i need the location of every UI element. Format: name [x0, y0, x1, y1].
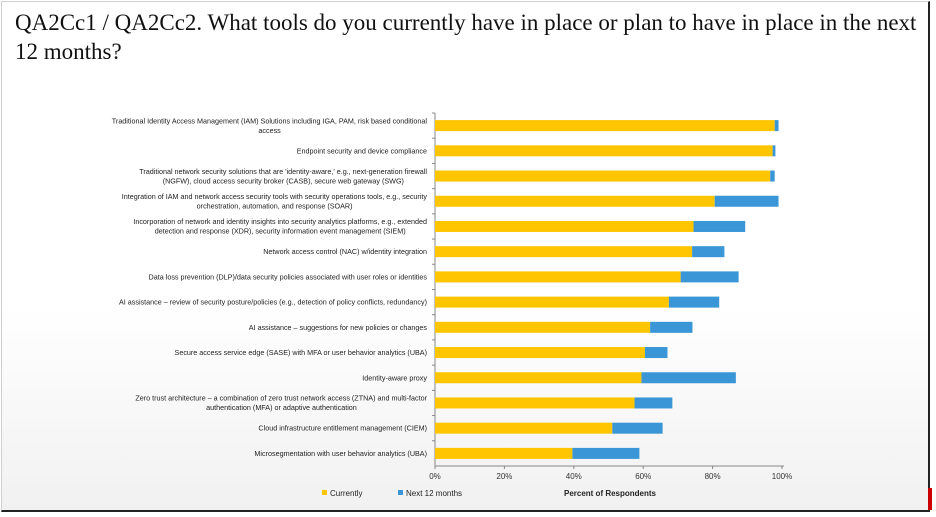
bar-currently [435, 220, 694, 232]
bar-currently [435, 145, 773, 157]
category-label: authentication (MFA) or adaptive authent… [206, 403, 357, 412]
category-label: Traditional Identity Access Management (… [112, 116, 428, 125]
bar-currently [435, 120, 775, 132]
slide-title: QA2Cc1 / QA2Cc2. What tools do you curre… [15, 10, 917, 64]
category-label: detection and response (XDR), security i… [155, 227, 406, 236]
legend-swatch [322, 490, 327, 495]
bar-next-12-months [634, 397, 673, 409]
x-tick-label: 100% [772, 472, 792, 481]
category-label: Data loss prevention (DLP)/data security… [149, 272, 428, 281]
x-tick-label: 80% [705, 472, 721, 481]
category-label: Endpoint security and device compliance [297, 146, 427, 155]
x-tick-label: 0% [429, 472, 441, 481]
category-label: orchestration, automation, and response … [197, 202, 353, 211]
bar-currently [435, 246, 693, 258]
x-tick-label: 40% [566, 472, 582, 481]
category-label: Network access control (NAC) w/identity … [263, 247, 427, 256]
category-label: (NGFW), cloud access security broker (CA… [163, 176, 404, 185]
legend-label: Next 12 months [406, 489, 462, 498]
category-label: Identity-aware proxy [362, 373, 427, 382]
x-axis-title: Percent of Respondents [564, 489, 657, 498]
category-label: AI assistance – review of security postu… [119, 298, 427, 307]
bar-next-12-months [774, 120, 779, 132]
category-label: Integration of IAM and network access se… [122, 192, 428, 201]
x-tick-label: 60% [635, 472, 651, 481]
bar-next-12-months [641, 372, 736, 384]
bar-currently [435, 422, 613, 434]
bar-currently [435, 271, 681, 283]
category-label: Microsegmentation with user behavior ana… [254, 449, 427, 458]
category-label: AI assistance – suggestions for new poli… [249, 323, 428, 332]
bar-next-12-months [770, 170, 775, 182]
bar-next-12-months [668, 296, 720, 308]
bar-currently [435, 296, 669, 308]
legend-swatch [398, 490, 403, 495]
bar-currently [435, 170, 771, 182]
bar-currently [435, 347, 645, 359]
category-label: Incorporation of network and identity in… [133, 217, 427, 226]
bar-currently [435, 447, 573, 459]
bar-currently [435, 321, 651, 333]
bar-next-12-months [693, 220, 746, 232]
red-marker [928, 488, 932, 510]
x-tick-label: 20% [496, 472, 512, 481]
category-label: access [258, 126, 281, 135]
bar-next-12-months [650, 321, 693, 333]
bar-next-12-months [612, 422, 663, 434]
legend-label: Currently [330, 489, 362, 498]
bar-currently [435, 195, 715, 207]
bar-currently [435, 397, 635, 409]
bar-next-12-months [680, 271, 739, 283]
category-label: Secure access service edge (SASE) with M… [175, 348, 427, 357]
bar-next-12-months [644, 347, 668, 359]
category-label: Traditional network security solutions t… [139, 167, 427, 176]
bar-currently [435, 372, 642, 384]
bar-next-12-months [692, 246, 725, 258]
bar-next-12-months [714, 195, 779, 207]
bar-next-12-months [572, 447, 640, 459]
category-label: Zero trust architecture – a combination … [135, 394, 427, 403]
bar-next-12-months [772, 145, 776, 157]
category-label: Cloud infrastructure entitlement managem… [258, 424, 427, 433]
